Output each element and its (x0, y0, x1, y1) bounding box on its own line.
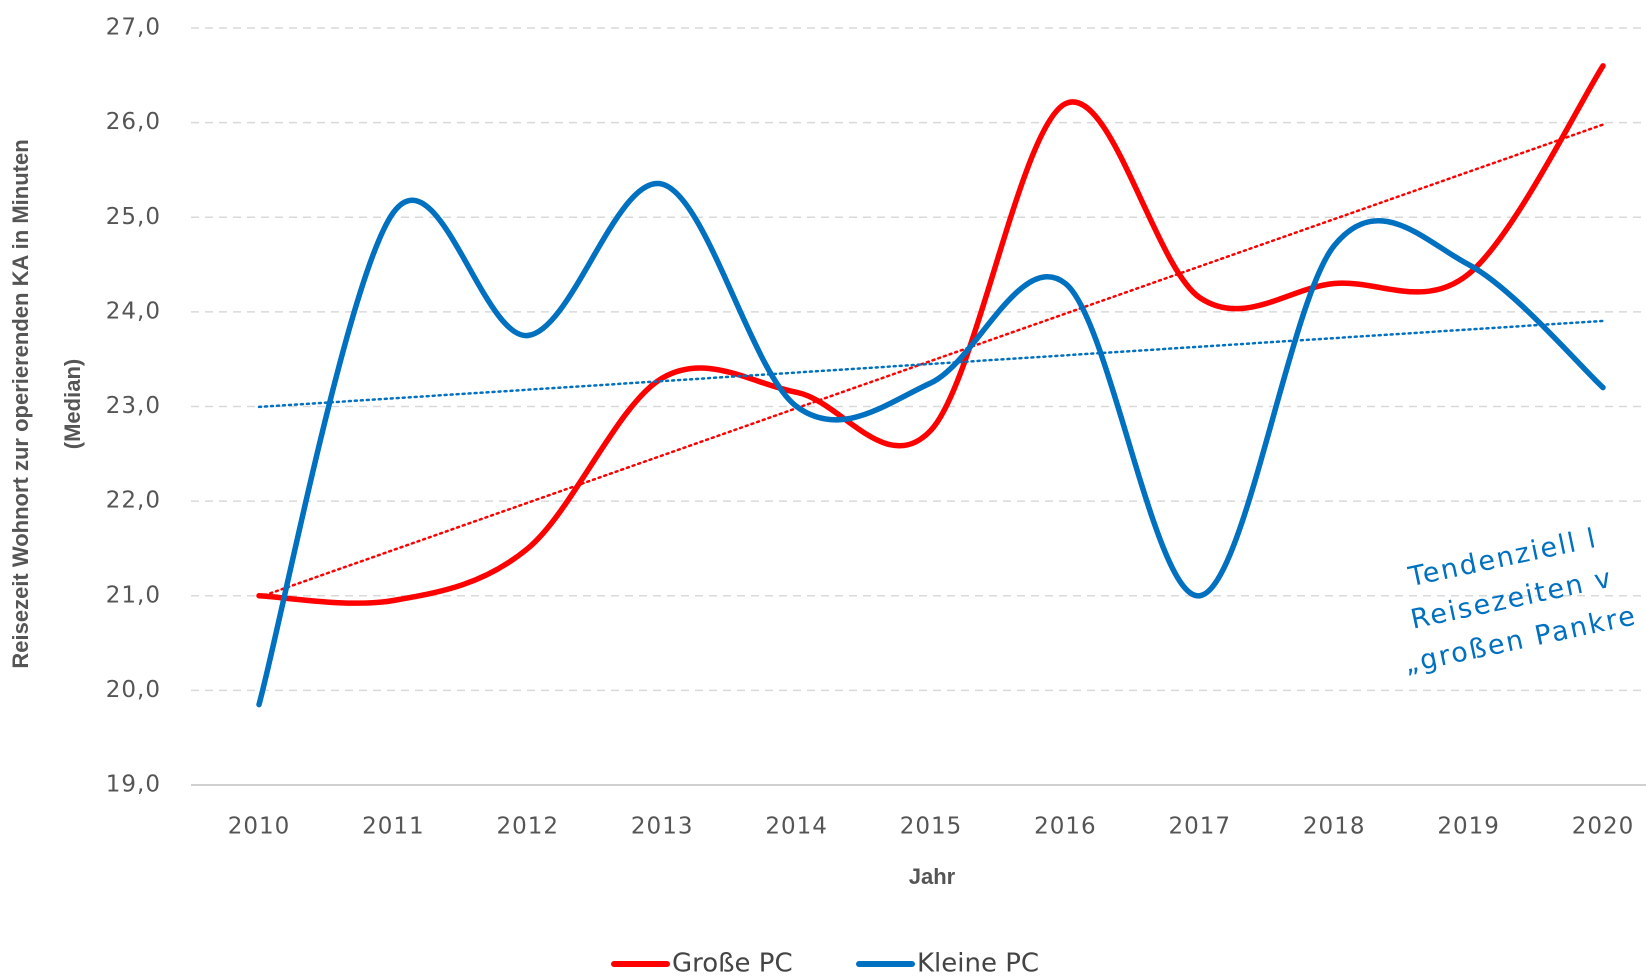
y-axis-title: Reisezeit Wohnort zur operierenden KA in… (8, 139, 33, 668)
y-tick-label: 20,0 (106, 677, 161, 703)
y-tick-label: 26,0 (106, 109, 161, 135)
x-tick-label: 2013 (631, 814, 694, 840)
legend-label: Kleine PC (917, 949, 1039, 978)
y-axis-title: (Median) (60, 359, 85, 449)
x-tick-label: 2019 (1437, 814, 1500, 840)
x-tick-label: 2018 (1303, 814, 1366, 840)
y-tick-label: 19,0 (106, 772, 161, 798)
y-tick-label: 21,0 (106, 582, 161, 608)
x-tick-label: 2012 (497, 814, 560, 840)
y-tick-label: 24,0 (106, 298, 161, 324)
x-tick-label: 2011 (362, 814, 425, 840)
x-tick-label: 2015 (900, 814, 963, 840)
y-tick-label: 23,0 (106, 393, 161, 419)
y-tick-label: 27,0 (106, 15, 161, 41)
x-tick-label: 2017 (1169, 814, 1232, 840)
annotation: Tendenziell l Reisezeiten v „großen Pank… (1401, 523, 1639, 680)
x-tick-label: 2010 (228, 814, 291, 840)
series-line (256, 180, 1606, 708)
y-tick-label: 25,0 (106, 204, 161, 230)
series-line (256, 63, 1606, 606)
legend-label: Große PC (672, 949, 793, 978)
x-tick-label: 2020 (1572, 814, 1635, 840)
trendline (257, 123, 1605, 599)
y-tick-label: 22,0 (106, 488, 161, 514)
x-axis-title: Jahr (909, 864, 956, 889)
x-tick-label: 2014 (765, 814, 828, 840)
x-tick-label: 2016 (1034, 814, 1097, 840)
trendline (257, 319, 1605, 409)
